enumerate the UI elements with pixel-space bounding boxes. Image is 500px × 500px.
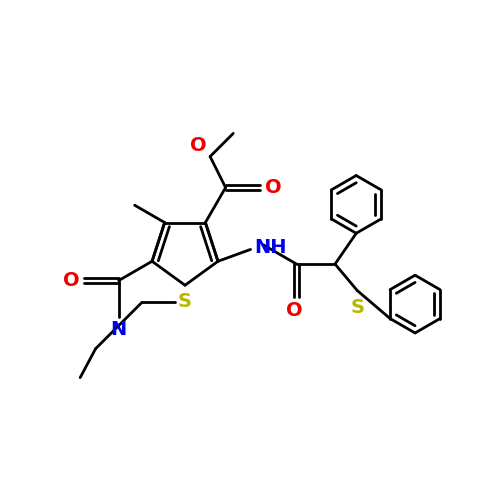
Text: N: N bbox=[110, 320, 127, 339]
Text: O: O bbox=[286, 302, 303, 320]
Text: O: O bbox=[63, 271, 80, 290]
Text: O: O bbox=[265, 178, 281, 197]
Text: S: S bbox=[350, 298, 364, 316]
Text: S: S bbox=[178, 292, 192, 311]
Text: NH: NH bbox=[254, 238, 287, 257]
Text: O: O bbox=[190, 136, 206, 154]
